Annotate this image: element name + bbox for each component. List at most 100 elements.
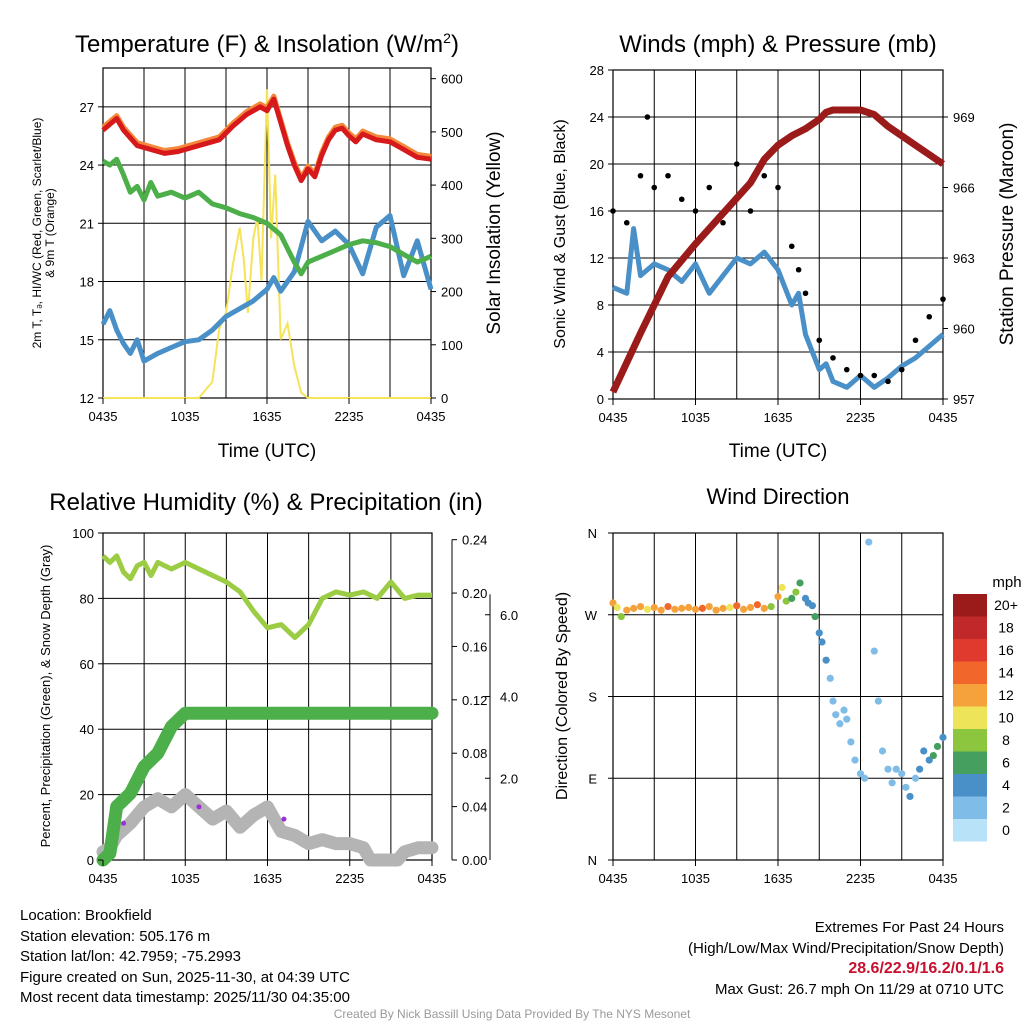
direction-point [832,711,840,719]
humidity-panel: Relative Humidity (%) & Precipitation (i… [38,489,518,886]
temperature-panel: Temperature (F) & Insolation (W/m2) 12 15… [30,30,505,462]
relative-humidity-line [101,553,432,641]
y-tick-label-27: 27 [80,100,94,115]
legend-label-6: 6 [1002,755,1010,771]
temperature-y2label: Solar Insolation (Yellow) [484,131,505,334]
legend-label-8: 8 [1002,732,1010,748]
direction-point [815,629,823,637]
y2-tick-label-400: 400 [441,178,463,193]
gust-point [623,219,630,226]
x-tick-label-0: 0435 [599,871,628,886]
direction-points [609,538,947,801]
x-tick-label-1: 1035 [681,410,710,425]
direction-point [753,601,761,609]
snow-depth-line [96,788,439,867]
gust-point [857,372,864,379]
created-text: Figure created on Sun, 2025-11-30, at 04… [20,968,350,986]
legend-label-4: 4 [1002,777,1010,793]
max-gust-text: Max Gust: 26.7 mph On 11/29 at 0710 UTC [714,980,1004,998]
winds-panel: Winds (mph) & Pressure (mb) 0 4 8 12 16 20 24 2… [552,31,1018,462]
gust-point [843,366,850,373]
gust-point [761,172,768,179]
gust-point [788,243,795,250]
y-tick-label-12: 12 [590,251,604,266]
direction-point [920,747,928,755]
gust-point [940,296,946,302]
y2-tick-label-200: 200 [441,285,463,300]
direction-point [840,706,848,714]
direction-point [733,602,741,610]
direction-point [719,604,727,612]
winds-grid [613,70,943,399]
temperature-ticks: 12 15 18 21 24 27 0 100 200 300 400 500 600 0435 1035 1… [80,72,463,424]
direction-point [671,605,679,613]
snow-marker-2 [281,816,287,822]
y-tick-label-100: 100 [72,526,94,541]
direction-point [933,742,942,751]
y2-tick-label-966: 966 [953,181,975,196]
legend-label-2: 2 [1002,800,1010,816]
direction-point [685,603,693,612]
direction-point [861,774,869,782]
gust-point [733,161,740,167]
direction-point [712,606,720,614]
humidity-ylabel: Percent, Precipitation (Green), & Snow D… [38,545,53,848]
direction-point [808,602,816,610]
temperature-xlabel: Time (UTC) [218,441,317,462]
legend-swatch-8 [953,774,987,797]
x-tick-label-2: 1635 [253,409,282,424]
gust-point [720,219,726,226]
gust-point [637,172,644,179]
direction-point [888,779,896,787]
direction-point [623,606,631,614]
direction-point [902,783,910,791]
gust-point [644,114,651,120]
x-tick-label-3: 2235 [846,871,875,886]
y-tick-label-4: N [588,526,597,541]
humidity-lines [96,553,439,867]
direction-grid [613,533,943,860]
y-tick-label-8: 8 [597,298,604,313]
gust-point [898,366,905,373]
x-tick-label-0: 0435 [89,409,118,424]
y-tick-label-24: 24 [80,158,94,173]
dew-point-line [101,156,432,277]
direction-point [774,592,782,601]
legend-swatch-4 [953,684,987,707]
direction-point [698,604,706,612]
direction-point [650,603,658,612]
station-info: Location: Brookfield Station elevation: … [20,906,350,1009]
direction-point [792,588,800,596]
direction-point [878,747,887,755]
direction-point [788,594,796,603]
direction-point [939,733,947,741]
gust-point [830,355,836,361]
direction-point [630,604,638,612]
direction-point [892,765,900,773]
precipitation-line [96,706,439,867]
direction-point [726,603,734,612]
y-tick-label-18: 18 [80,275,94,290]
location-text: Location: Brookfield [20,907,152,924]
y2-tick-label-300: 300 [441,231,463,246]
y-tick-label-60: 60 [80,657,94,672]
gust-point [802,290,809,297]
winds-y2label: Station Pressure (Maroon) [997,123,1018,346]
direction-point [782,597,790,605]
y2-tick-label-500: 500 [441,125,463,140]
x-tick-label-4: 0435 [929,871,958,886]
x-tick-label-4: 0435 [417,409,446,424]
y2-tick-label-963: 963 [953,251,975,266]
x-tick-label-1: 1035 [171,871,200,886]
legend-label-14: 14 [998,665,1014,681]
gust-point [678,196,685,203]
wind-chill-line [100,213,434,364]
direction-point [705,602,713,611]
y2-tick-label-100: 100 [441,338,463,353]
y-tick-label-15: 15 [80,333,94,348]
extremes-values: 28.6/22.9/16.2/0.1/1.6 [848,960,1004,977]
precip-tick-label-0-04: 0.04 [462,800,487,815]
x-tick-label-3: 2235 [335,871,364,886]
y-tick-label-20: 20 [80,788,94,803]
